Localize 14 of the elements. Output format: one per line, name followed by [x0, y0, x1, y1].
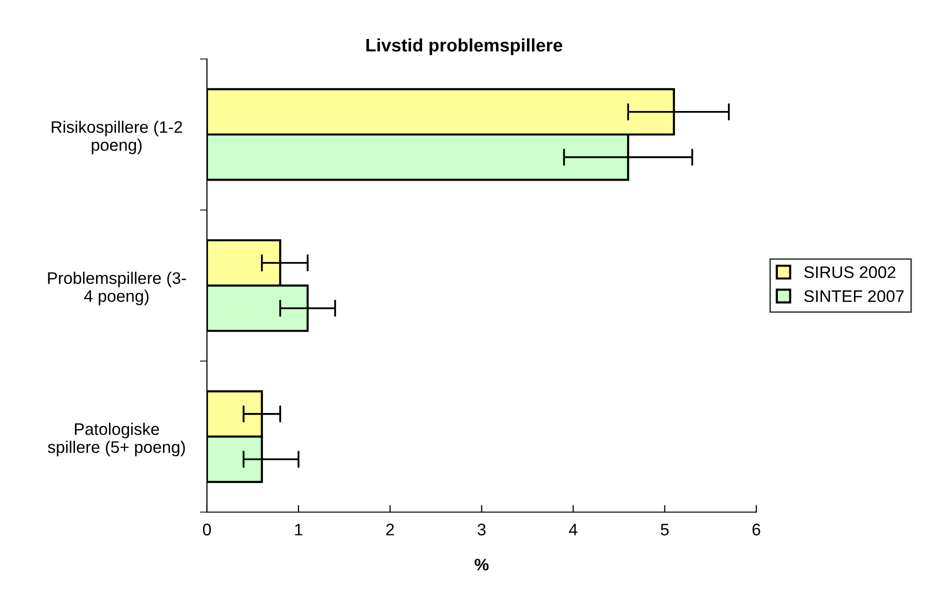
- x-tick-label: 1: [295, 524, 302, 536]
- x-tick-label: 5: [660, 524, 669, 536]
- x-axis-title: %: [474, 558, 489, 570]
- legend-label: SINTEF 2007: [804, 290, 904, 302]
- x-tick-label: 2: [386, 524, 394, 536]
- y-tick-label: Problemspillere (3- 4 poeng): [48, 272, 186, 306]
- y-tick-label: Risikospillere (1-2 poeng): [52, 120, 182, 154]
- x-tick-label: 4: [568, 524, 578, 536]
- x-tick-label: 0: [202, 524, 211, 536]
- x-tick-label: 3: [478, 524, 486, 536]
- y-tick-label: Patologiske spillere (5+ poeng): [48, 422, 185, 456]
- legend-label: SIRUS 2002: [804, 266, 896, 278]
- x-tick-label: 6: [752, 524, 760, 536]
- chart-title: Livstid problemspillere: [366, 38, 562, 56]
